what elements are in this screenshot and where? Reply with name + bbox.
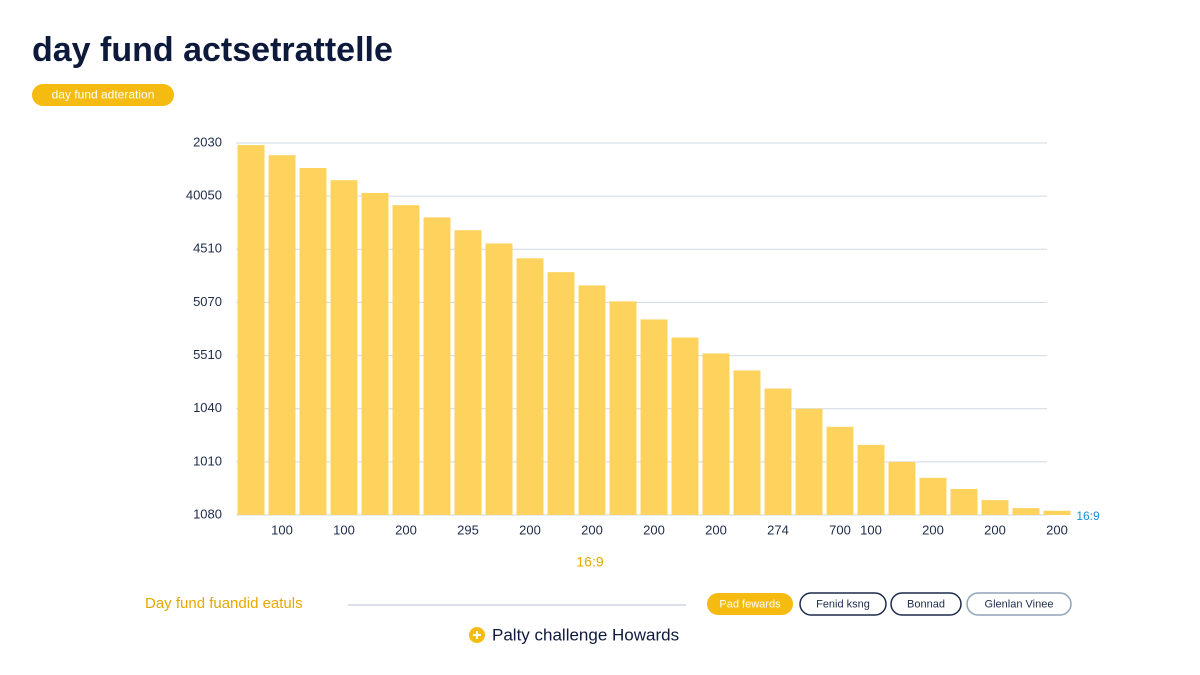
bar	[795, 408, 823, 515]
button-label[interactable]: Glenlan Vinee	[985, 598, 1054, 610]
button-label[interactable]: Pad fewards	[719, 598, 781, 610]
bar	[516, 258, 544, 515]
x-tick-label: 274	[767, 522, 789, 537]
x-tick-label: 200	[984, 522, 1006, 537]
x-tick-label: 700	[829, 522, 851, 537]
bar	[857, 444, 885, 515]
bar	[237, 145, 265, 515]
chart-title: day fund actsetrattelle	[32, 31, 393, 69]
x-tick-label: 100	[860, 522, 882, 537]
x-tick-label: 200	[705, 522, 727, 537]
y-tick-label: 2030	[193, 134, 222, 149]
bar	[1043, 510, 1071, 515]
button-label[interactable]: Bonnad	[907, 598, 945, 610]
button[interactable]	[890, 592, 962, 616]
action-label[interactable]: Palty challenge Howards	[492, 625, 679, 644]
button[interactable]	[707, 593, 793, 615]
bar	[733, 370, 761, 515]
x-axis-label: 16:9	[576, 554, 603, 570]
x-tick-label: 200	[395, 522, 417, 537]
x-tick-label: 100	[333, 522, 355, 537]
y-tick-label: 5070	[193, 294, 222, 309]
bar	[981, 500, 1009, 515]
subtitle: day fund adteration	[52, 88, 155, 102]
annotation: 16:9	[1076, 509, 1100, 523]
bar	[454, 230, 482, 515]
button[interactable]	[799, 592, 887, 616]
bar	[609, 301, 637, 515]
bar	[485, 243, 513, 515]
subtitle-pill	[32, 84, 174, 106]
y-tick-label: 1010	[193, 453, 222, 468]
x-tick-label: 200	[643, 522, 665, 537]
y-tick-label: 4510	[193, 241, 222, 256]
button[interactable]	[966, 592, 1072, 616]
footer-label: Day fund fuandid eatuls	[145, 595, 303, 612]
x-tick-label: 295	[457, 522, 479, 537]
bar	[702, 353, 730, 515]
bar	[950, 488, 978, 515]
x-tick-label: 200	[519, 522, 541, 537]
bar	[578, 285, 606, 515]
bar	[361, 192, 389, 515]
bar	[1012, 508, 1040, 515]
x-tick-label: 200	[1046, 522, 1068, 537]
bar	[330, 180, 358, 515]
y-tick-label: 1080	[193, 506, 222, 521]
x-tick-label: 200	[581, 522, 603, 537]
bar	[299, 167, 327, 515]
bar	[826, 426, 854, 515]
bar	[671, 337, 699, 515]
bar	[640, 319, 668, 515]
bar	[268, 155, 296, 516]
bar	[392, 205, 420, 516]
bar	[919, 477, 947, 515]
y-tick-label: 1040	[193, 400, 222, 415]
y-tick-label: 40050	[186, 188, 222, 203]
bar	[547, 272, 575, 515]
x-tick-label: 200	[922, 522, 944, 537]
bar	[764, 388, 792, 515]
button-label[interactable]: Fenid ksng	[816, 598, 870, 610]
bar	[423, 217, 451, 515]
plus-icon-glyph[interactable]	[473, 631, 481, 639]
x-tick-label: 100	[271, 522, 293, 537]
bar	[888, 461, 916, 515]
y-tick-label: 5510	[193, 347, 222, 362]
